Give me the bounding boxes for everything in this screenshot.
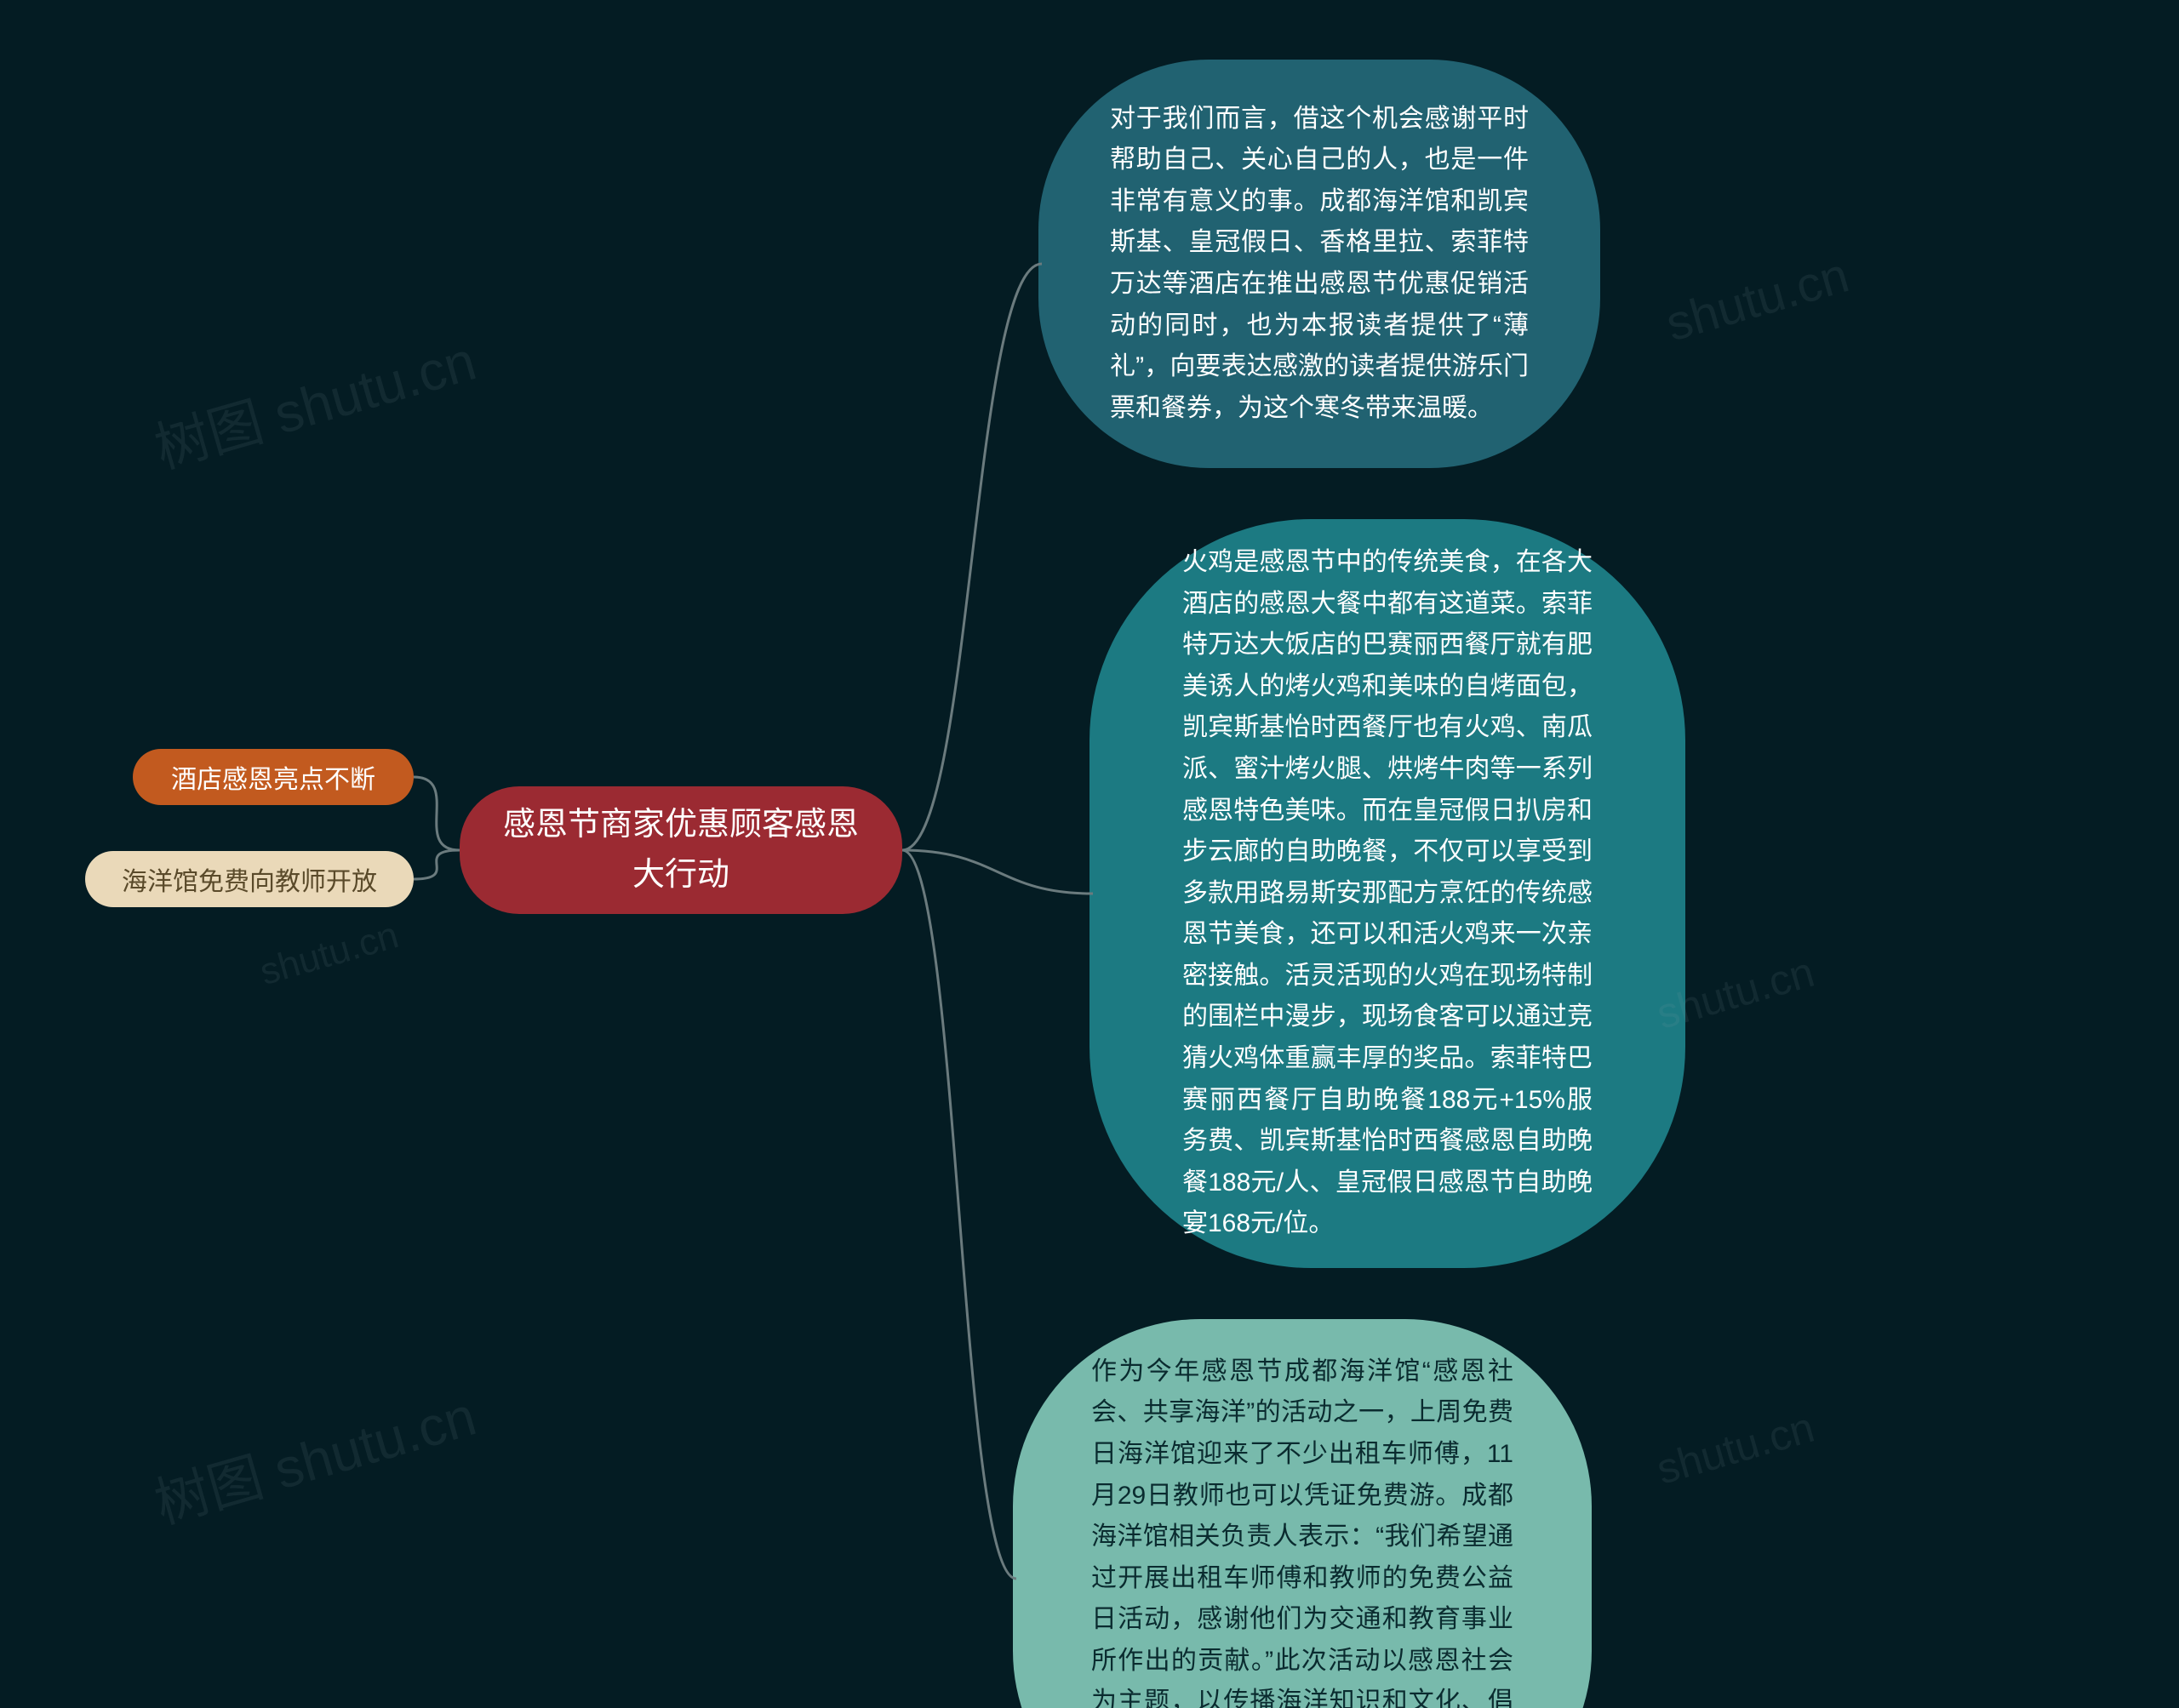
detail-aquarium[interactable]: 作为今年感恩节成都海洋馆“感恩社会、共享海洋”的活动之一，上周免费日海洋馆迎来了… [1091,1357,1513,1708]
central-text-line1: 感恩节商家优惠顾客感恩 [503,800,859,850]
subtopic-label: 海洋馆免费向教师开放 [122,860,377,898]
detail-thanks[interactable]: 对于我们而言，借这个机会感谢平时帮助自己、关心自己的人，也是一件非常有意义的事。… [1110,94,1529,434]
central-text-line2: 大行动 [632,850,729,900]
watermark: 树图 shutu.cn [145,317,483,483]
detail-text: 作为今年感恩节成都海洋馆“感恩社会、共享海洋”的活动之一，上周免费日海洋馆迎来了… [1091,1351,1513,1708]
detail-text: 火鸡是感恩节中的传统美食，在各大酒店的感恩大餐中都有这道菜。索菲特万达大饭店的巴… [1182,542,1593,1245]
watermark: shutu.cn [1660,247,1855,353]
watermark: shutu.cn [1651,1402,1820,1494]
detail-text: 对于我们而言，借这个机会感谢平时帮助自己、关心自己的人，也是一件非常有意义的事。… [1110,99,1529,430]
watermark: 树图 shutu.cn [145,1373,483,1539]
subtopic-hotel-highlights[interactable]: 酒店感恩亮点不断 [152,749,395,805]
subtopic-aquarium-teachers[interactable]: 海洋馆免费向教师开放 [104,851,395,907]
watermark: shutu.cn [255,914,403,994]
subtopic-label: 酒店感恩亮点不断 [171,758,375,796]
watermark: shutu.cn [1651,947,1820,1039]
detail-turkey[interactable]: 火鸡是感恩节中的传统美食，在各大酒店的感恩大餐中都有这道菜。索菲特万达大饭店的巴… [1182,563,1593,1224]
central-topic[interactable]: 感恩节商家优惠顾客感恩 大行动 [477,795,885,905]
